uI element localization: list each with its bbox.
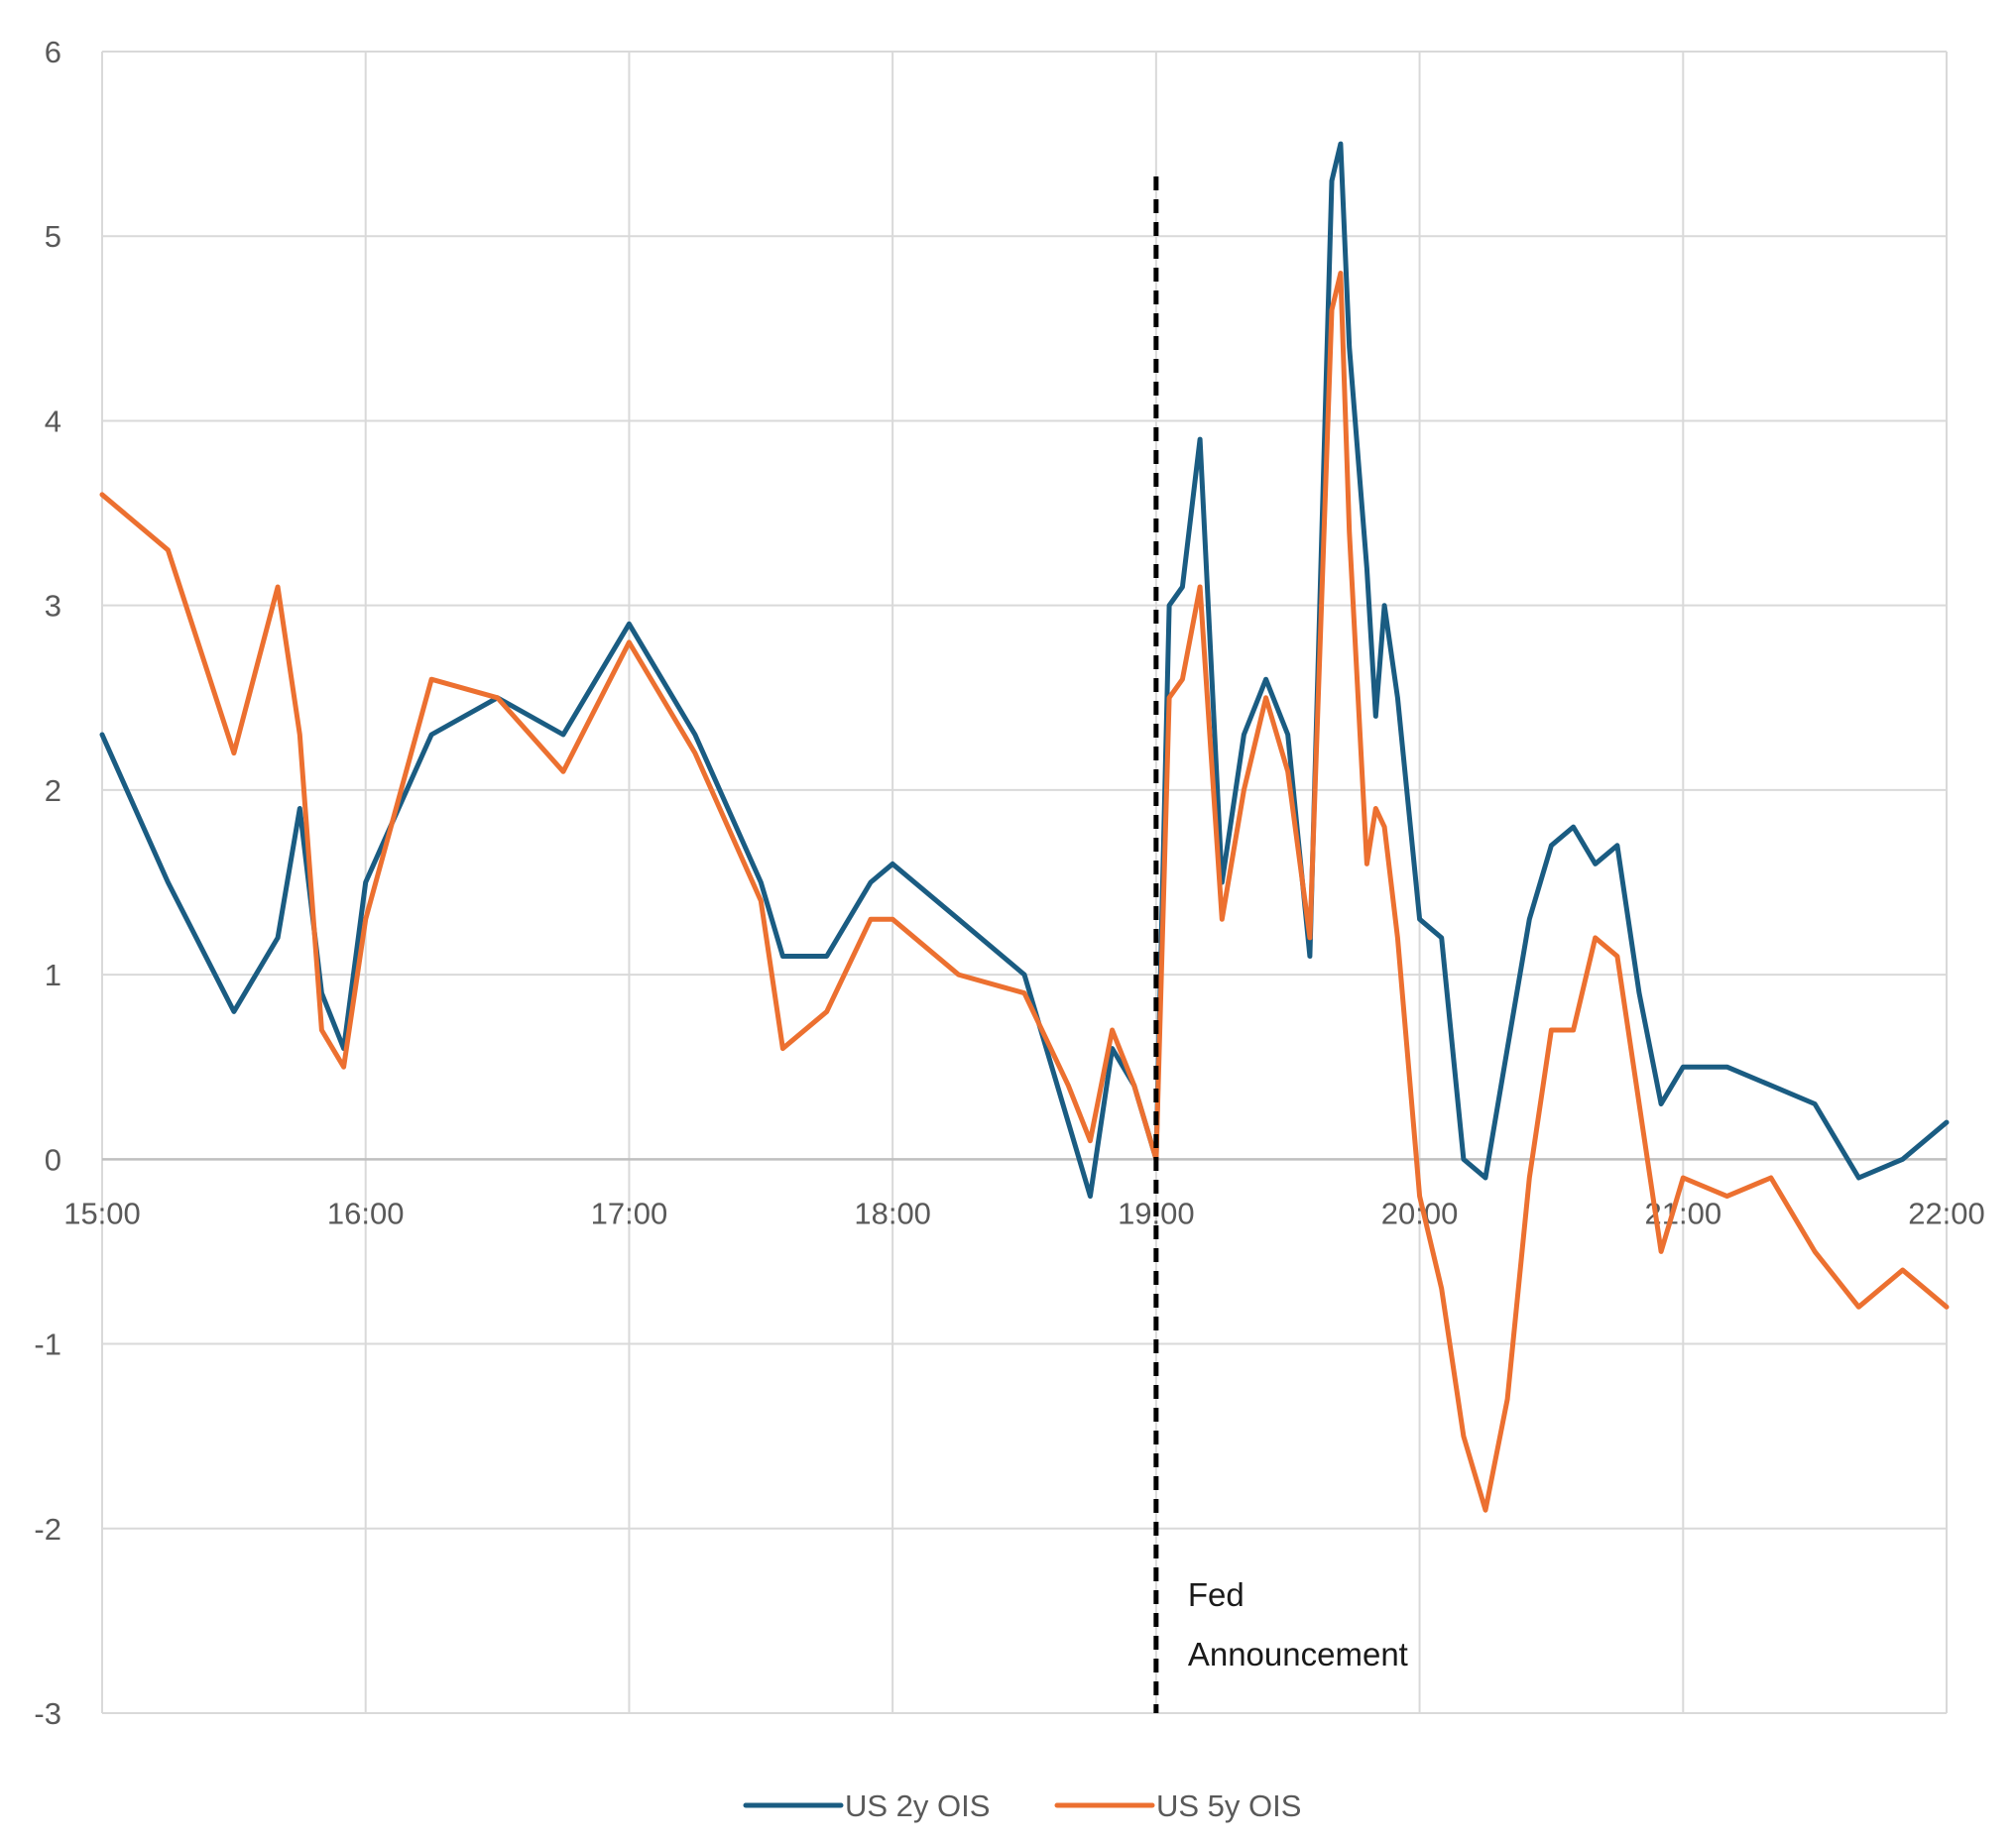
x-tick-label: 15:00 bbox=[63, 1196, 141, 1230]
y-tick-label: 6 bbox=[45, 35, 61, 69]
legend: US 2y OIS US 5y OIS bbox=[743, 1788, 1301, 1823]
legend-label: US 2y OIS bbox=[845, 1788, 990, 1823]
y-tick-label: 3 bbox=[45, 589, 61, 624]
annotation-group: Fed Announcement bbox=[1153, 176, 1408, 1713]
series-lines bbox=[99, 141, 1950, 1513]
y-tick-label: 2 bbox=[45, 773, 61, 808]
y-tick-label: -2 bbox=[34, 1512, 61, 1547]
gridlines bbox=[101, 51, 1948, 1714]
x-tick-label: 18:00 bbox=[854, 1196, 931, 1230]
x-tick-label: 17:00 bbox=[591, 1196, 668, 1230]
y-tick-label: 0 bbox=[45, 1142, 61, 1177]
y-tick-label: -1 bbox=[34, 1327, 61, 1362]
x-tick-label: 16:00 bbox=[327, 1196, 405, 1230]
series-line-2 bbox=[99, 271, 1950, 1513]
axes: -3-2-1012345615:0016:0017:0018:0019:0020… bbox=[34, 35, 1984, 1731]
annotation-label-line1: Fed bbox=[1188, 1576, 1245, 1613]
y-tick-label: 5 bbox=[45, 219, 61, 254]
x-tick-label: 22:00 bbox=[1908, 1196, 1985, 1230]
y-tick-label: 4 bbox=[45, 403, 61, 438]
y-tick-label: -3 bbox=[34, 1696, 61, 1731]
legend-label: US 5y OIS bbox=[1156, 1788, 1301, 1823]
y-tick-label: 1 bbox=[45, 958, 61, 992]
annotation-label-line2: Announcement bbox=[1188, 1636, 1408, 1672]
series-line-1 bbox=[99, 141, 1950, 1200]
